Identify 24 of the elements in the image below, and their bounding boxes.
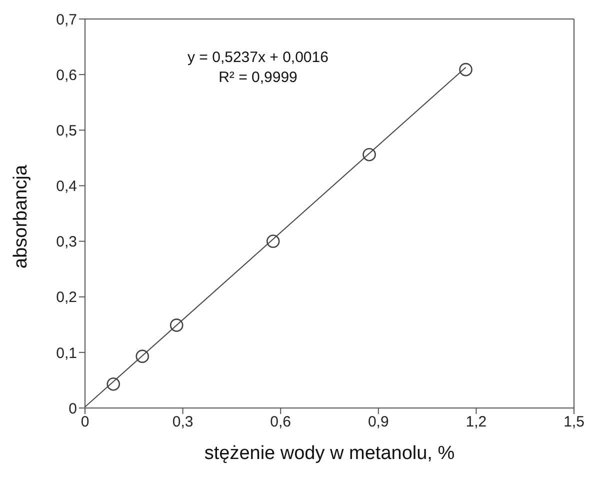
y-tick-label: 0,7	[56, 11, 77, 28]
y-tick-label: 0,1	[56, 344, 77, 362]
y-tick-label: 0	[68, 400, 77, 418]
y-axis-title: absorbancja	[10, 164, 32, 268]
y-tick-label: 0,3	[56, 234, 77, 251]
y-tick-label: 0,6	[56, 66, 77, 84]
x-tick-label: 0,9	[368, 414, 389, 431]
point	[106, 377, 120, 391]
y-tick-label: 0,4	[56, 178, 77, 196]
x-tick-label: 0	[80, 414, 90, 431]
point	[459, 62, 472, 76]
point	[170, 318, 184, 332]
point	[266, 234, 280, 248]
point	[136, 350, 150, 363]
x-axis-title: stężenie wody w metanolu, %	[204, 443, 455, 464]
x-tick-label: 0,3	[172, 414, 194, 431]
x-tick-label: 1,2	[466, 414, 487, 431]
x-tick-label: 1,5	[564, 414, 584, 431]
annotation: y = 0,5237x + 0,0016	[186, 48, 330, 68]
x-tick-label: 0,6	[270, 414, 292, 431]
y-tick-label: 0,5	[56, 122, 77, 140]
point	[362, 148, 376, 162]
y-tick-label: 0,2	[56, 289, 77, 306]
annotation: R² = 0,9999	[218, 68, 298, 88]
